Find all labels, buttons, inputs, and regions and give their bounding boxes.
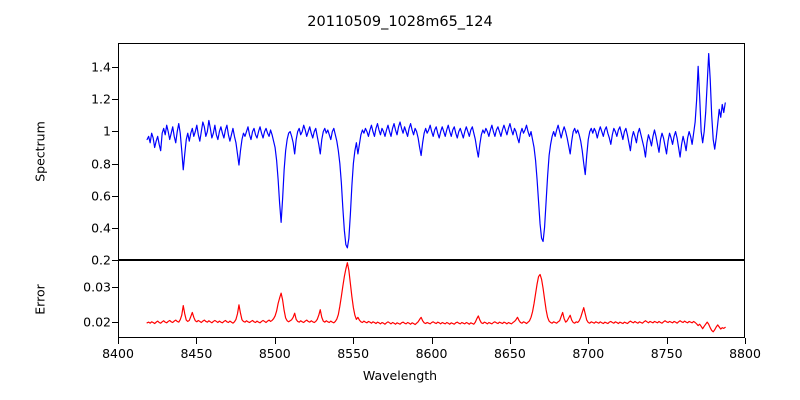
- x-tick-mark: [431, 338, 433, 344]
- page-title: 20110509_1028m65_124: [307, 14, 493, 30]
- x-tick-mark: [353, 338, 355, 344]
- y-tick-mark: [112, 67, 118, 69]
- y-tick-label: 0.2: [91, 252, 111, 268]
- y-tick-label: 0.6: [91, 188, 111, 204]
- y-tick-mark: [112, 322, 118, 324]
- error-panel: [118, 260, 745, 338]
- y-tick-mark: [112, 195, 118, 197]
- x-tick-mark: [274, 338, 276, 344]
- y-tick-label: 1: [103, 123, 111, 139]
- y-tick-label: 0.02: [83, 314, 111, 330]
- y-axis-ticks-spectrum: 0.2 0.4 0.6 0.8 1 1.2 1.4: [58, 0, 111, 400]
- x-tick-label: 8700: [572, 346, 605, 361]
- y-tick-mark: [112, 260, 118, 261]
- x-tick-mark: [745, 338, 746, 344]
- x-tick-label: 8550: [337, 346, 370, 361]
- y-tick-mark: [112, 227, 118, 229]
- x-tick-mark: [118, 338, 119, 344]
- y-tick-label: 0.4: [91, 220, 111, 236]
- x-tick-label: 8800: [729, 346, 761, 361]
- x-tick-mark: [509, 338, 511, 344]
- x-tick-label: 8600: [415, 346, 448, 361]
- y-axis-label-spectrum: Spectrum: [32, 121, 48, 182]
- error-plot-area: [146, 262, 726, 333]
- y-tick-label: 1.4: [91, 59, 111, 75]
- x-tick-label: 8500: [258, 346, 291, 361]
- y-tick-label: 0.8: [91, 156, 111, 172]
- x-tick-mark: [196, 338, 198, 344]
- spectrum-data-line: [146, 52, 726, 249]
- y-tick-mark: [112, 286, 118, 288]
- y-tick-label: 0.03: [83, 279, 111, 295]
- y-axis-ticks-error: 0.02 0.03: [58, 0, 111, 400]
- x-tick-label: 8750: [650, 346, 683, 361]
- x-tick-label: 8400: [102, 346, 134, 361]
- y-tick-mark: [112, 131, 118, 133]
- x-tick-mark: [588, 338, 590, 344]
- spectrum-panel: [118, 43, 745, 260]
- error-data-line: [146, 262, 726, 333]
- x-tick-mark: [666, 338, 668, 344]
- x-axis-label: Wavelength: [362, 368, 438, 383]
- x-tick-label: 8450: [180, 346, 213, 361]
- y-tick-label: 1.2: [91, 91, 111, 107]
- spectrum-plot-area: [146, 52, 726, 249]
- y-tick-mark: [112, 99, 118, 101]
- y-tick-mark: [112, 163, 118, 165]
- x-tick-label: 8650: [493, 346, 526, 361]
- y-axis-label-error: Error: [32, 284, 48, 315]
